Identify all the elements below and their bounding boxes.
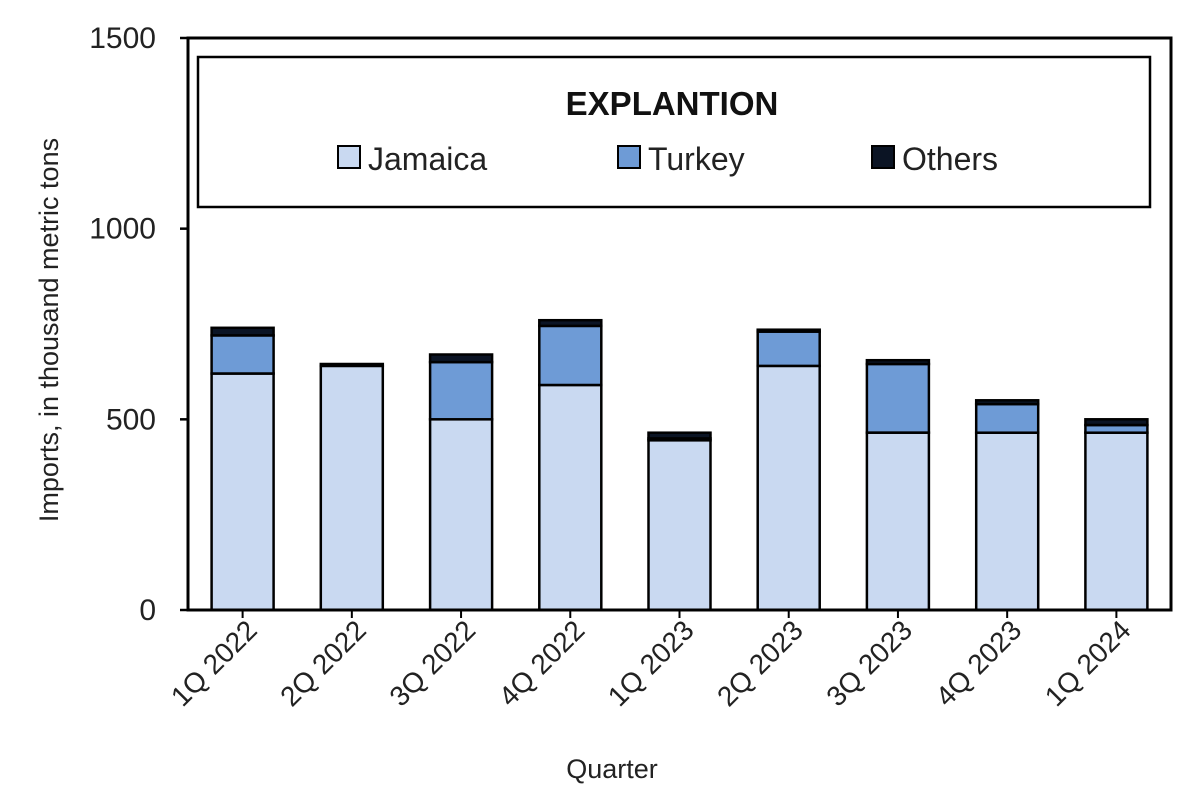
y-axis: 0 500 1000 1500 <box>89 22 188 627</box>
legend-frame <box>196 55 1152 209</box>
bar-jamaica-5 <box>756 364 821 612</box>
legend-label-jamaica: Jamaica <box>368 141 487 177</box>
bar-others-0 <box>210 326 275 337</box>
x-tick-label: 3Q 2022 <box>383 614 481 712</box>
y-tick-label: 1500 <box>89 22 156 55</box>
bar-jamaica-0 <box>210 372 275 612</box>
x-tick-label: 1Q 2024 <box>1039 614 1137 712</box>
bar-others-4 <box>647 431 712 440</box>
x-axis: 1Q 2022 2Q 2022 3Q 2022 4Q 2022 1Q 2023 2Q 20… <box>165 610 1137 712</box>
x-tick-label: 4Q 2023 <box>930 614 1028 712</box>
legend-title: EXPLANTION <box>566 85 779 122</box>
bar-turkey-6 <box>865 362 931 434</box>
bar-others-6 <box>865 358 931 366</box>
bar-turkey-7 <box>974 402 1040 434</box>
bar-others-2 <box>428 353 494 364</box>
x-tick-label: 2Q 2022 <box>274 614 372 712</box>
x-tick-label: 2Q 2023 <box>711 614 809 712</box>
y-tick-label: 500 <box>106 403 156 436</box>
bar-jamaica-6 <box>865 431 931 612</box>
bar-turkey-0 <box>210 334 275 375</box>
legend-swatch-turkey <box>617 145 641 169</box>
bar-others-3 <box>538 318 603 328</box>
legend: EXPLANTION Jamaica Turkey Others <box>196 55 1152 209</box>
x-tick-label: 4Q 2022 <box>493 614 591 712</box>
legend-label-others: Others <box>902 141 998 177</box>
bar-others-1 <box>319 362 385 368</box>
x-tick-label: 1Q 2023 <box>602 614 700 712</box>
bars-layer <box>210 318 1149 612</box>
bar-turkey-2 <box>428 360 494 421</box>
bar-others-5 <box>756 328 821 333</box>
bar-jamaica-4 <box>647 439 712 612</box>
bar-jamaica-2 <box>428 418 494 612</box>
bar-jamaica-1 <box>319 364 385 612</box>
bar-turkey-5 <box>756 330 821 368</box>
legend-swatch-jamaica <box>337 145 361 169</box>
bar-jamaica-7 <box>974 431 1040 612</box>
legend-label-turkey: Turkey <box>648 141 745 177</box>
x-tick-label: 1Q 2022 <box>165 614 263 712</box>
legend-items: Jamaica Turkey Others <box>337 141 998 177</box>
x-axis-label: Quarter <box>566 754 658 784</box>
bar-turkey-3 <box>538 324 603 387</box>
bar-jamaica-3 <box>538 383 603 612</box>
y-tick-label: 1000 <box>89 213 156 246</box>
y-tick-label: 0 <box>139 594 156 627</box>
bar-jamaica-8 <box>1084 431 1149 612</box>
bar-others-7 <box>974 399 1040 406</box>
bar-others-8 <box>1084 418 1149 427</box>
legend-swatch-others <box>871 145 895 169</box>
y-axis-label: Imports, in thousand metric tons <box>34 138 64 522</box>
x-tick-label: 3Q 2023 <box>820 614 918 712</box>
